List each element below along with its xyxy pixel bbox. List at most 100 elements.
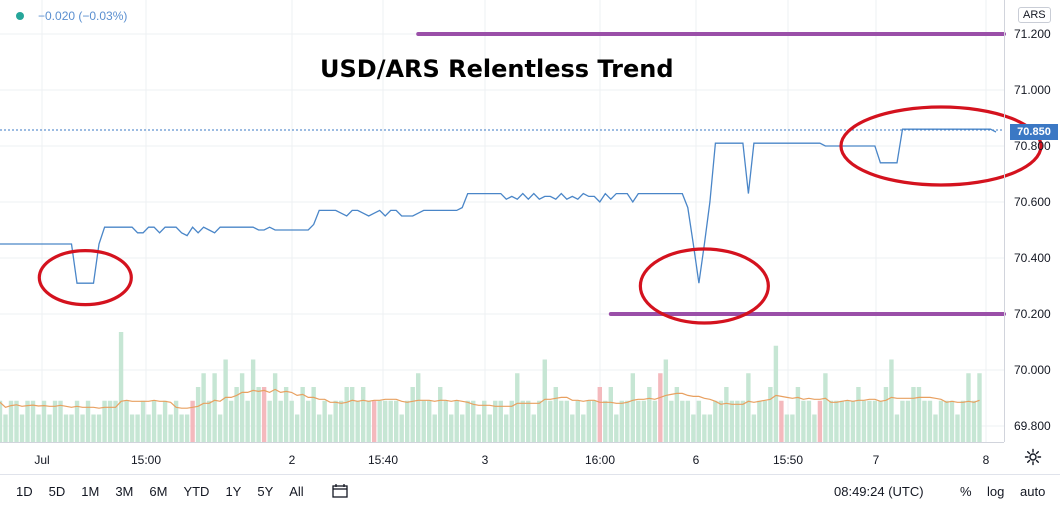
volume-bar	[162, 400, 168, 442]
volume-bars	[0, 332, 982, 442]
percent-scale-button[interactable]: %	[960, 484, 972, 499]
volume-bar	[553, 387, 558, 442]
volume-bar	[338, 400, 344, 442]
volume-bar	[889, 359, 894, 442]
timeframe-5d[interactable]: 5D	[48, 483, 66, 499]
volume-bar	[250, 359, 256, 442]
volume-bar	[801, 400, 806, 442]
volume-bar	[201, 373, 206, 442]
volume-bar	[305, 400, 311, 442]
volume-bar	[416, 373, 421, 442]
volume-bar	[267, 400, 272, 442]
volume-bar	[839, 400, 845, 442]
volume-bar	[371, 400, 377, 442]
volume-bar	[322, 400, 327, 442]
volume-bar	[366, 400, 371, 442]
volume-bar	[828, 400, 834, 442]
auto-scale-button[interactable]: auto	[1020, 484, 1046, 499]
volume-bar	[537, 400, 542, 442]
timeframe-3m[interactable]: 3M	[115, 483, 134, 499]
volume-bar	[900, 400, 905, 442]
timeframe-5y[interactable]: 5Y	[257, 483, 274, 499]
volume-bar	[135, 414, 140, 442]
volume-bar	[724, 387, 729, 442]
log-scale-button[interactable]: log	[987, 484, 1005, 499]
volume-bar	[586, 400, 591, 442]
x-tick-label: Jul	[34, 453, 49, 467]
volume-bar	[812, 414, 817, 442]
price-chart[interactable]: 71.200 71.000 70.800 70.600 70.400 70.200 70.0…	[0, 0, 1060, 474]
clock-readout: 08:49:24 (UTC)	[834, 484, 924, 499]
volume-bar	[845, 400, 850, 442]
date-range-icon[interactable]	[332, 484, 348, 498]
timeframe-1m[interactable]: 1M	[81, 483, 100, 499]
volume-bar	[746, 373, 751, 442]
volume-bar	[669, 400, 674, 442]
volume-bar	[779, 400, 784, 442]
volume-bar	[294, 414, 300, 442]
volume-bar	[140, 400, 146, 442]
timeframe-all[interactable]: All	[289, 483, 304, 499]
volume-bar	[168, 414, 173, 442]
volume-bar	[960, 400, 966, 442]
volume-bar	[790, 414, 795, 442]
volume-bar	[762, 400, 768, 442]
volume-bar	[344, 387, 349, 442]
volume-bar	[878, 400, 883, 442]
timeframe-1d[interactable]: 1D	[16, 483, 33, 499]
settings-gear-icon[interactable]	[1024, 448, 1042, 466]
y-tick-label: 69.800	[1014, 419, 1051, 433]
y-tick-label: 70.800	[1014, 139, 1051, 153]
volume-bar	[80, 414, 85, 442]
volume-bar	[223, 359, 228, 442]
volume-bar	[349, 387, 355, 442]
bottom-toolbar: 1D 5D 1M 3M 6M YTD 1Y 5Y All 08:49:24 (U…	[0, 474, 1060, 507]
volume-bar	[564, 400, 569, 442]
volume-bar	[922, 400, 927, 442]
volume-bar	[239, 373, 245, 442]
volume-bar	[696, 400, 702, 442]
volume-bar	[47, 414, 52, 442]
volume-bar	[867, 400, 872, 442]
volume-bar	[85, 400, 91, 442]
volume-bar	[751, 414, 757, 442]
currency-badge[interactable]: ARS	[1018, 7, 1051, 23]
volume-bar	[91, 414, 96, 442]
volume-bar	[597, 387, 602, 442]
volume-bar	[603, 400, 608, 442]
volume-bar	[944, 400, 949, 442]
volume-ma-line	[0, 388, 980, 409]
volume-bar	[96, 414, 102, 442]
volume-bar	[548, 400, 553, 442]
volume-bar	[773, 345, 779, 442]
volume-bar	[735, 400, 740, 442]
volume-bar	[3, 414, 8, 442]
volume-bar	[757, 400, 762, 442]
timeframe-ytd[interactable]: YTD	[183, 483, 210, 499]
annotations	[37, 32, 1043, 325]
volume-bar	[702, 414, 707, 442]
volume-bar	[795, 387, 801, 442]
volume-bar	[272, 373, 278, 442]
volume-bar	[465, 400, 470, 442]
volume-bar	[861, 400, 867, 442]
timeframe-1y[interactable]: 1Y	[225, 483, 242, 499]
volume-bar	[575, 400, 580, 442]
volume-bar	[377, 400, 382, 442]
volume-bar	[729, 400, 735, 442]
volume-bar	[768, 387, 773, 442]
volume-bar	[14, 400, 19, 442]
volume-bar	[619, 400, 625, 442]
timeframe-6m[interactable]: 6M	[149, 483, 168, 499]
volume-bar	[658, 373, 663, 442]
volume-bar	[509, 400, 514, 442]
volume-bar	[421, 400, 426, 442]
volume-bar	[36, 414, 41, 442]
volume-bar	[107, 400, 113, 442]
volume-bar	[504, 414, 509, 442]
x-tick-label: 3	[482, 453, 489, 467]
volume-bar	[333, 400, 338, 442]
volume-bar	[124, 400, 129, 442]
chart-title: USD/ARS Relentless Trend	[320, 55, 674, 83]
volume-bar	[971, 400, 977, 442]
